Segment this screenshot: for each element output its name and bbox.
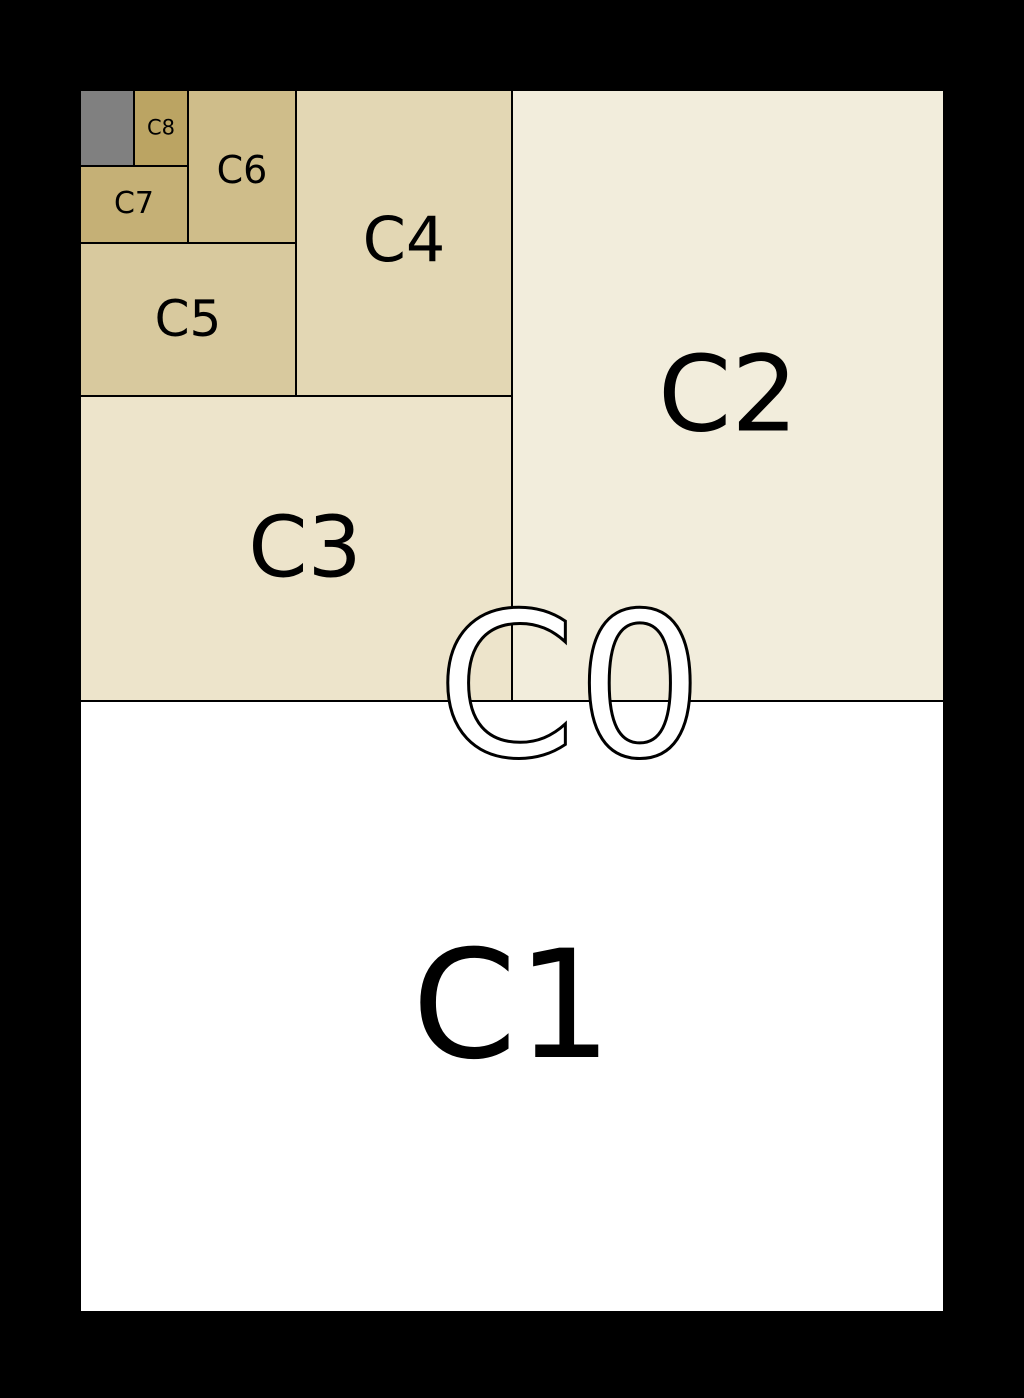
label-c3: C3 — [248, 506, 361, 591]
label-c7: C7 — [114, 189, 154, 219]
label-c4: C4 — [363, 209, 446, 271]
label-c2: C2 — [658, 343, 798, 448]
label-c8: C8 — [147, 118, 175, 139]
diagram-canvas: C1 C2 C3 C4 C5 C6 C7 C8 C0 — [0, 0, 1024, 1398]
label-c1: C1 — [412, 931, 612, 1081]
label-c5: C5 — [155, 294, 222, 344]
rect-c9 — [80, 90, 134, 166]
label-c6: C6 — [217, 151, 268, 189]
